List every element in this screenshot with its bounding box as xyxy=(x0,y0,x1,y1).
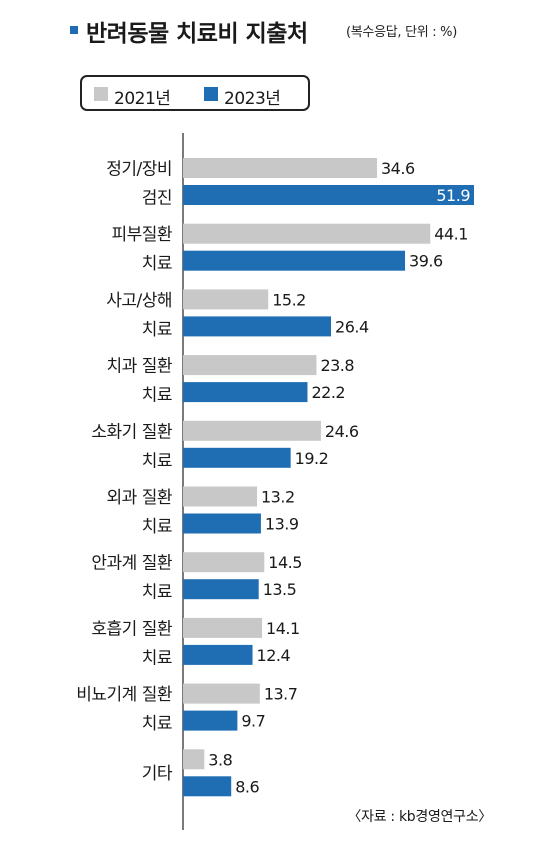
category-label: 치료 xyxy=(142,386,172,406)
bar-2023 xyxy=(183,250,406,271)
value-label: 13.2 xyxy=(261,488,295,507)
category-label: 치료 xyxy=(142,714,172,734)
source-note: 〈자료 : kb경영연구소〉 xyxy=(347,809,492,825)
legend-label-2021: 2021년 xyxy=(114,89,171,109)
category-label: 기타 xyxy=(142,764,173,784)
value-label: 14.1 xyxy=(266,619,300,638)
value-label: 19.2 xyxy=(295,449,329,468)
value-label: 3.8 xyxy=(208,750,232,769)
bar-2021 xyxy=(183,420,321,441)
category-label: 비뇨기계 질환 xyxy=(76,685,172,705)
bar-2021 xyxy=(183,552,265,573)
category-label: 치료 xyxy=(142,648,172,668)
value-label: 34.6 xyxy=(381,159,415,178)
legend-label-2023: 2023년 xyxy=(224,89,281,109)
bar-2023 xyxy=(183,579,259,600)
bar-2021 xyxy=(183,683,260,704)
title-square-icon xyxy=(70,26,78,34)
bar-2023 xyxy=(183,447,291,468)
category-label: 검진 xyxy=(142,189,172,209)
value-label: 22.2 xyxy=(311,383,345,402)
bar-2023 xyxy=(183,185,474,205)
bar-2021 xyxy=(183,223,431,244)
category-label: 치료 xyxy=(142,320,172,340)
category-label: 소화기 질환 xyxy=(91,422,172,442)
value-label: 23.8 xyxy=(320,356,354,375)
legend: 2021년 2023년 xyxy=(80,75,310,111)
value-label: 39.6 xyxy=(409,252,443,271)
legend-swatch-2021 xyxy=(94,87,108,101)
value-label: 12.4 xyxy=(257,646,291,665)
value-label: 13.7 xyxy=(264,685,298,704)
legend-swatch-2023 xyxy=(204,87,218,101)
category-label: 치료 xyxy=(142,254,172,274)
category-label: 치과 질환 xyxy=(107,357,172,377)
category-label: 치료 xyxy=(142,451,172,471)
category-label: 치료 xyxy=(142,583,172,603)
bar-2021 xyxy=(183,617,263,638)
bar-2021 xyxy=(183,355,317,376)
bar-2023 xyxy=(183,382,308,403)
value-label: 13.5 xyxy=(263,580,297,599)
category-label: 피부질환 xyxy=(111,225,172,245)
value-label: 15.2 xyxy=(272,290,306,309)
value-label: 24.6 xyxy=(325,422,359,441)
category-label: 외과 질환 xyxy=(107,488,172,508)
value-label: 26.4 xyxy=(335,317,369,336)
value-label: 51.9 xyxy=(436,186,470,205)
bar-2023 xyxy=(183,710,238,731)
value-label: 13.9 xyxy=(265,515,299,534)
chart-subtitle: (복수응답, 단위 : %) xyxy=(346,25,457,40)
value-label: 14.5 xyxy=(268,553,302,572)
category-label: 정기/장비 xyxy=(106,160,172,180)
chart-title: 반려동물 치료비 지출처 xyxy=(86,21,308,47)
bar-2023 xyxy=(183,513,261,534)
category-label: 안과계 질환 xyxy=(91,554,172,574)
category-label: 치료 xyxy=(142,517,172,537)
bar-2021 xyxy=(183,749,205,770)
category-label: 호흡기 질환 xyxy=(91,619,172,639)
value-label: 9.7 xyxy=(241,712,265,731)
value-label: 44.1 xyxy=(434,225,468,244)
category-label: 사고/상해 xyxy=(106,291,172,311)
bar-2023 xyxy=(183,316,332,337)
bar-2021 xyxy=(183,289,269,310)
bar-2021 xyxy=(183,158,377,178)
bar-2021 xyxy=(183,486,258,507)
bar-2023 xyxy=(183,776,232,797)
bar-2023 xyxy=(183,644,253,665)
value-label: 8.6 xyxy=(235,777,259,796)
